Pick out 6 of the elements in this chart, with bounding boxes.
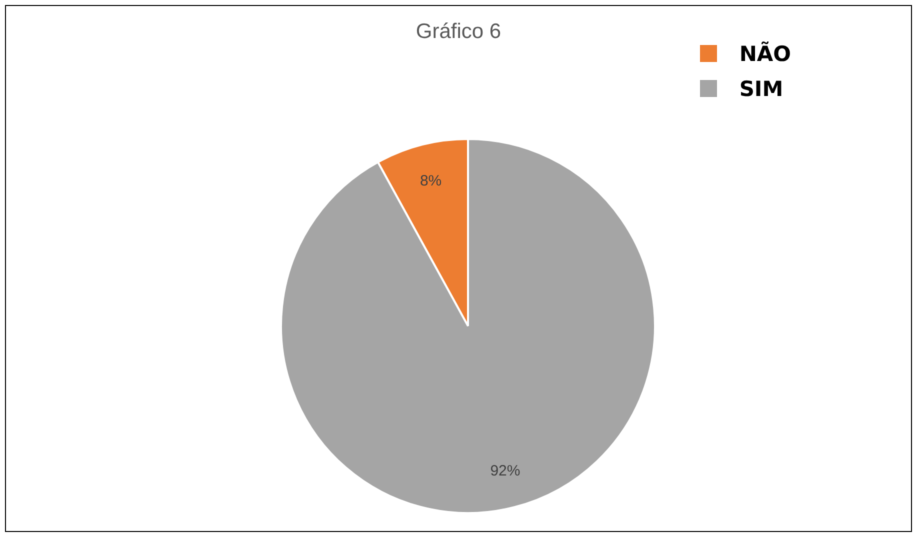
legend-label: SIM [739,76,784,100]
chart-title: Gráfico 6 [416,20,502,43]
legend-label: NÃO [739,42,791,66]
data-label: 8% [420,172,442,190]
data-label: 92% [490,462,520,480]
pie-slice [280,138,656,514]
